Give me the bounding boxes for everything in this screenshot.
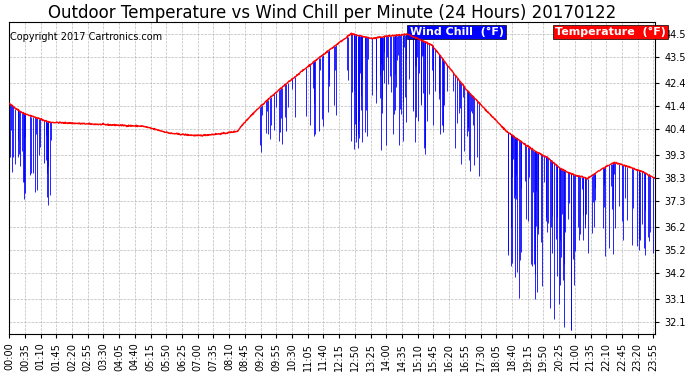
Text: Temperature  (°F): Temperature (°F) xyxy=(555,27,666,37)
Text: Wind Chill  (°F): Wind Chill (°F) xyxy=(410,27,504,37)
Text: Copyright 2017 Cartronics.com: Copyright 2017 Cartronics.com xyxy=(10,32,162,42)
Title: Outdoor Temperature vs Wind Chill per Minute (24 Hours) 20170122: Outdoor Temperature vs Wind Chill per Mi… xyxy=(48,4,616,22)
